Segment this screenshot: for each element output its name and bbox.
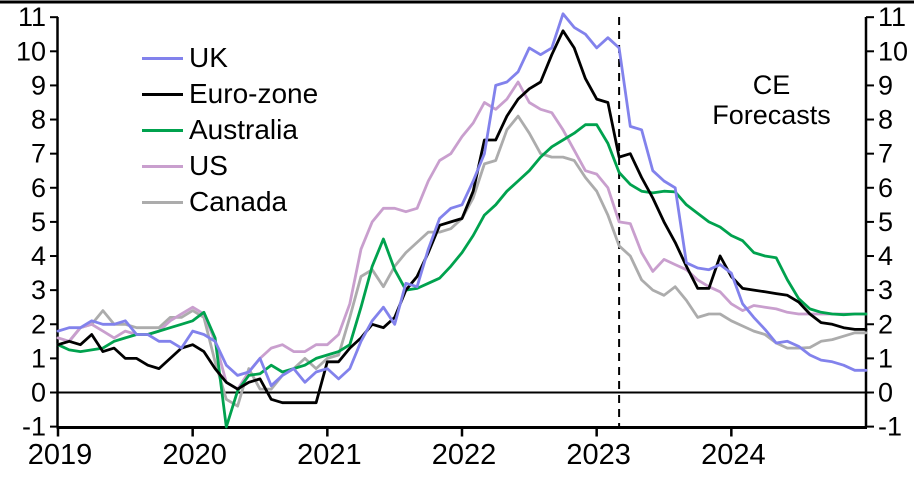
euro-zone-line-swatch bbox=[142, 92, 183, 96]
x-axis-label: 2023 bbox=[566, 439, 631, 471]
legend-label-canada: Canada bbox=[189, 186, 288, 217]
ce-forecasts-line1: CE bbox=[752, 70, 791, 100]
us-line-swatch bbox=[142, 164, 183, 168]
y-axis-label-right: 4 bbox=[878, 241, 893, 271]
legend-label-euro-zone: Euro-zone bbox=[189, 78, 319, 109]
series-line-uk bbox=[56, 12, 868, 388]
y-axis-label-left: -1 bbox=[22, 412, 46, 442]
y-axis-label-right: 11 bbox=[878, 2, 906, 32]
y-axis-label-left: 2 bbox=[31, 309, 46, 339]
legend-item-australia: Australia bbox=[142, 112, 318, 148]
y-axis-label-right: 8 bbox=[878, 105, 893, 135]
y-axis-label-right: 10 bbox=[878, 36, 908, 66]
y-axis-label-left: 10 bbox=[16, 36, 46, 66]
x-axis-label: 2020 bbox=[162, 439, 227, 471]
y-axis-label-right: 9 bbox=[878, 70, 893, 100]
y-axis-label-right: 0 bbox=[878, 378, 893, 408]
y-axis-label-left: 4 bbox=[31, 241, 46, 271]
y-axis-label-left: 8 bbox=[31, 105, 46, 135]
uk-line-swatch bbox=[142, 56, 183, 60]
x-axis-label: 2022 bbox=[432, 439, 497, 471]
legend-item-uk: UK bbox=[142, 40, 318, 76]
y-axis-label-right: -1 bbox=[878, 412, 902, 442]
x-axis-label: 2019 bbox=[28, 439, 93, 471]
y-axis-label-left: 1 bbox=[31, 343, 46, 373]
legend-label-us: US bbox=[189, 150, 228, 181]
y-axis-label-right: 3 bbox=[878, 275, 893, 305]
legend-label-australia: Australia bbox=[189, 114, 298, 145]
australia-line-swatch bbox=[142, 128, 183, 132]
y-axis-label-left: 9 bbox=[31, 70, 46, 100]
x-axis-label: 2021 bbox=[297, 439, 362, 471]
y-axis-label-right: 1 bbox=[878, 343, 893, 373]
y-axis-label-right: 7 bbox=[878, 139, 893, 169]
y-axis-label-left: 0 bbox=[31, 378, 46, 408]
y-axis-label-right: 6 bbox=[878, 173, 893, 203]
legend-label-uk: UK bbox=[189, 42, 228, 73]
y-axis-label-left: 6 bbox=[31, 173, 46, 203]
legend-item-us: US bbox=[142, 148, 318, 184]
legend: UK Euro-zone Australia US Canada bbox=[142, 40, 318, 220]
series-line-australia bbox=[56, 123, 868, 429]
y-axis-label-left: 5 bbox=[31, 207, 46, 237]
y-axis-label-right: 2 bbox=[878, 309, 893, 339]
legend-item-euro-zone: Euro-zone bbox=[142, 76, 318, 112]
y-axis-label-left: 11 bbox=[18, 2, 46, 32]
ce-forecasts-annotation: CE Forecasts bbox=[690, 70, 853, 130]
y-axis-label-left: 7 bbox=[31, 139, 46, 169]
y-axis-label-left: 3 bbox=[31, 275, 46, 305]
canada-line-swatch bbox=[142, 200, 183, 204]
legend-item-canada: Canada bbox=[142, 184, 318, 220]
series-line-us bbox=[56, 80, 868, 391]
x-axis-label: 2024 bbox=[701, 439, 766, 471]
y-axis-label-right: 5 bbox=[878, 207, 893, 237]
ce-forecasts-line2: Forecasts bbox=[712, 100, 831, 130]
